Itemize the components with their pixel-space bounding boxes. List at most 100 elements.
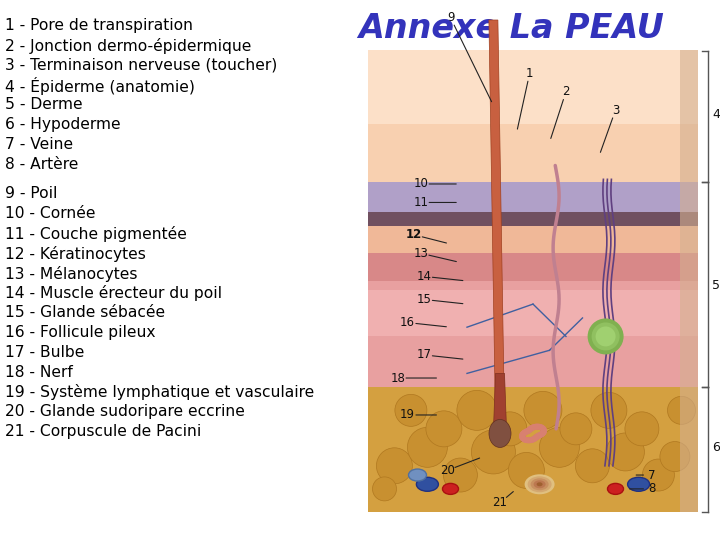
Circle shape xyxy=(540,426,546,432)
Circle shape xyxy=(592,322,620,350)
Circle shape xyxy=(525,437,531,443)
Circle shape xyxy=(667,396,696,424)
Ellipse shape xyxy=(408,469,426,481)
Circle shape xyxy=(520,431,526,437)
Text: 10: 10 xyxy=(413,178,428,191)
Circle shape xyxy=(537,432,544,438)
Circle shape xyxy=(519,434,526,440)
Circle shape xyxy=(528,426,534,432)
Text: 4: 4 xyxy=(712,108,720,121)
Circle shape xyxy=(539,431,545,437)
Circle shape xyxy=(526,427,532,433)
Circle shape xyxy=(531,424,537,430)
Circle shape xyxy=(527,427,533,433)
Circle shape xyxy=(528,437,534,443)
Circle shape xyxy=(523,437,529,443)
Circle shape xyxy=(508,453,544,488)
Bar xyxy=(368,50,698,181)
Circle shape xyxy=(588,319,624,354)
Text: 10 - Cornée: 10 - Cornée xyxy=(5,206,96,221)
Bar xyxy=(368,212,698,226)
Polygon shape xyxy=(493,373,506,429)
Circle shape xyxy=(524,428,530,434)
Text: 14 - Muscle érecteur du poil: 14 - Muscle érecteur du poil xyxy=(5,286,222,301)
Text: 9: 9 xyxy=(446,11,454,24)
Text: 18: 18 xyxy=(390,372,405,384)
Circle shape xyxy=(534,433,541,440)
Circle shape xyxy=(521,436,527,442)
Text: 2: 2 xyxy=(562,85,570,98)
Text: 13 - Mélanocytes: 13 - Mélanocytes xyxy=(5,266,138,281)
Circle shape xyxy=(521,430,527,436)
Circle shape xyxy=(395,394,427,427)
Text: 1: 1 xyxy=(526,66,534,79)
Circle shape xyxy=(534,423,540,430)
Ellipse shape xyxy=(443,483,459,495)
Ellipse shape xyxy=(528,476,552,492)
Circle shape xyxy=(519,432,526,438)
Text: 17: 17 xyxy=(417,348,431,361)
Circle shape xyxy=(524,437,530,443)
Circle shape xyxy=(534,424,539,430)
Ellipse shape xyxy=(628,477,649,491)
Text: 16: 16 xyxy=(400,316,415,329)
Bar xyxy=(368,253,698,281)
Circle shape xyxy=(526,427,532,433)
Circle shape xyxy=(520,435,526,441)
Circle shape xyxy=(522,429,528,435)
Bar xyxy=(368,290,698,336)
Bar xyxy=(368,207,698,253)
Polygon shape xyxy=(489,20,505,420)
Circle shape xyxy=(539,425,545,431)
Bar xyxy=(368,262,698,387)
Circle shape xyxy=(530,424,536,430)
Text: 16 - Follicule pileux: 16 - Follicule pileux xyxy=(5,325,156,340)
Circle shape xyxy=(519,434,525,440)
Bar xyxy=(680,50,698,512)
Circle shape xyxy=(523,429,529,435)
Text: 6: 6 xyxy=(712,441,720,454)
Circle shape xyxy=(372,477,397,501)
Ellipse shape xyxy=(416,477,438,491)
Circle shape xyxy=(539,427,580,467)
Text: 5 - Derme: 5 - Derme xyxy=(5,97,83,112)
Text: 1 - Pore de transpiration: 1 - Pore de transpiration xyxy=(5,18,193,33)
Circle shape xyxy=(523,429,529,435)
Circle shape xyxy=(539,431,544,437)
Circle shape xyxy=(524,428,531,434)
Circle shape xyxy=(541,428,547,434)
Circle shape xyxy=(536,433,541,438)
Text: 12: 12 xyxy=(406,228,423,241)
Circle shape xyxy=(534,434,540,440)
Circle shape xyxy=(444,458,477,492)
Text: 3 - Terminaison nerveuse (toucher): 3 - Terminaison nerveuse (toucher) xyxy=(5,58,277,72)
Circle shape xyxy=(541,428,547,434)
Circle shape xyxy=(530,436,536,443)
Text: 21: 21 xyxy=(492,496,508,509)
Circle shape xyxy=(472,430,516,474)
Circle shape xyxy=(560,413,592,445)
Text: 20 - Glande sudoripare eccrine: 20 - Glande sudoripare eccrine xyxy=(5,404,245,419)
Text: 7 - Veine: 7 - Veine xyxy=(5,137,73,152)
Circle shape xyxy=(536,424,541,430)
Circle shape xyxy=(519,433,525,438)
Bar xyxy=(368,50,698,124)
Circle shape xyxy=(536,433,542,438)
Circle shape xyxy=(493,412,527,446)
Circle shape xyxy=(533,435,539,441)
Text: 21 - Corpuscule de Pacini: 21 - Corpuscule de Pacini xyxy=(5,424,202,439)
Circle shape xyxy=(528,425,534,431)
Circle shape xyxy=(457,390,497,430)
Circle shape xyxy=(539,425,546,431)
Text: 3: 3 xyxy=(612,104,619,117)
Circle shape xyxy=(660,442,690,471)
Circle shape xyxy=(535,433,541,439)
Circle shape xyxy=(526,428,531,434)
Text: 4 - Épiderme (anatomie): 4 - Épiderme (anatomie) xyxy=(5,77,195,96)
Circle shape xyxy=(426,411,462,447)
Circle shape xyxy=(527,427,533,433)
Circle shape xyxy=(539,430,546,436)
Text: 15 - Glande sébacée: 15 - Glande sébacée xyxy=(5,305,165,320)
Circle shape xyxy=(521,430,526,436)
Circle shape xyxy=(536,424,542,430)
